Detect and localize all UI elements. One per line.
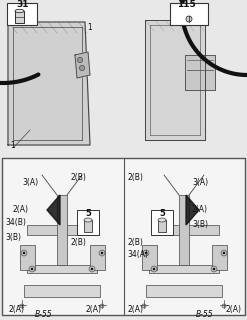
Circle shape	[211, 266, 217, 272]
Bar	[149, 265, 219, 273]
Text: 2(A): 2(A)	[85, 305, 101, 314]
Polygon shape	[186, 195, 199, 225]
Bar	[154, 225, 219, 235]
Text: B-55: B-55	[196, 310, 214, 319]
Circle shape	[145, 252, 147, 254]
Bar	[142, 245, 157, 270]
Circle shape	[186, 16, 192, 22]
Circle shape	[23, 252, 25, 254]
Ellipse shape	[84, 218, 92, 222]
Circle shape	[20, 304, 24, 308]
Bar	[24, 285, 100, 297]
Text: 34(B): 34(B)	[5, 218, 26, 227]
Circle shape	[223, 252, 225, 254]
Circle shape	[100, 304, 104, 308]
Ellipse shape	[15, 9, 24, 13]
Circle shape	[31, 268, 33, 270]
Bar	[27, 225, 92, 235]
Text: 115: 115	[177, 0, 196, 9]
Text: 1: 1	[87, 23, 92, 32]
Text: 5: 5	[85, 209, 91, 218]
Text: B-55: B-55	[35, 310, 53, 319]
Bar	[146, 285, 222, 297]
Text: 3(B): 3(B)	[192, 220, 208, 229]
Polygon shape	[75, 52, 90, 78]
Text: 2(B): 2(B)	[127, 238, 143, 247]
Circle shape	[78, 58, 82, 62]
Text: 2(A): 2(A)	[8, 305, 24, 314]
Circle shape	[213, 268, 215, 270]
Circle shape	[29, 266, 35, 272]
Polygon shape	[47, 195, 60, 225]
Ellipse shape	[158, 218, 166, 222]
Text: 2(B): 2(B)	[70, 173, 86, 182]
Bar	[27, 265, 97, 273]
Circle shape	[80, 66, 84, 70]
Bar	[20, 245, 35, 270]
Bar	[185, 55, 215, 90]
Text: 2(B): 2(B)	[70, 238, 86, 247]
Circle shape	[221, 250, 227, 256]
Text: 2(A): 2(A)	[225, 305, 241, 314]
Circle shape	[21, 250, 27, 256]
Bar	[57, 195, 67, 265]
Bar	[90, 245, 105, 270]
Circle shape	[151, 266, 157, 272]
Text: 31: 31	[16, 0, 28, 9]
Text: 3(A): 3(A)	[192, 178, 208, 187]
Bar	[2, 158, 245, 315]
Text: 3(B): 3(B)	[5, 233, 21, 242]
Text: 1: 1	[10, 141, 15, 150]
Text: 2(B): 2(B)	[127, 173, 143, 182]
Text: 5: 5	[159, 209, 165, 218]
Bar	[212, 245, 227, 270]
Text: 2(A): 2(A)	[12, 205, 28, 214]
Circle shape	[142, 304, 146, 308]
Bar	[170, 3, 208, 25]
Text: 2(A): 2(A)	[127, 305, 143, 314]
Polygon shape	[145, 20, 205, 140]
Bar	[151, 210, 173, 235]
Text: 34(A): 34(A)	[127, 250, 148, 259]
Text: 2(A): 2(A)	[192, 205, 208, 214]
Bar	[15, 11, 24, 23]
Circle shape	[91, 268, 93, 270]
Text: 3(A): 3(A)	[22, 178, 38, 187]
Circle shape	[143, 250, 149, 256]
Polygon shape	[8, 22, 90, 145]
Bar	[77, 210, 99, 235]
Bar	[7, 3, 37, 25]
Bar	[158, 220, 166, 232]
Circle shape	[101, 252, 103, 254]
Circle shape	[222, 304, 226, 308]
Bar	[84, 220, 92, 232]
Circle shape	[89, 266, 95, 272]
Bar	[179, 195, 189, 265]
Circle shape	[153, 268, 155, 270]
Circle shape	[99, 250, 105, 256]
